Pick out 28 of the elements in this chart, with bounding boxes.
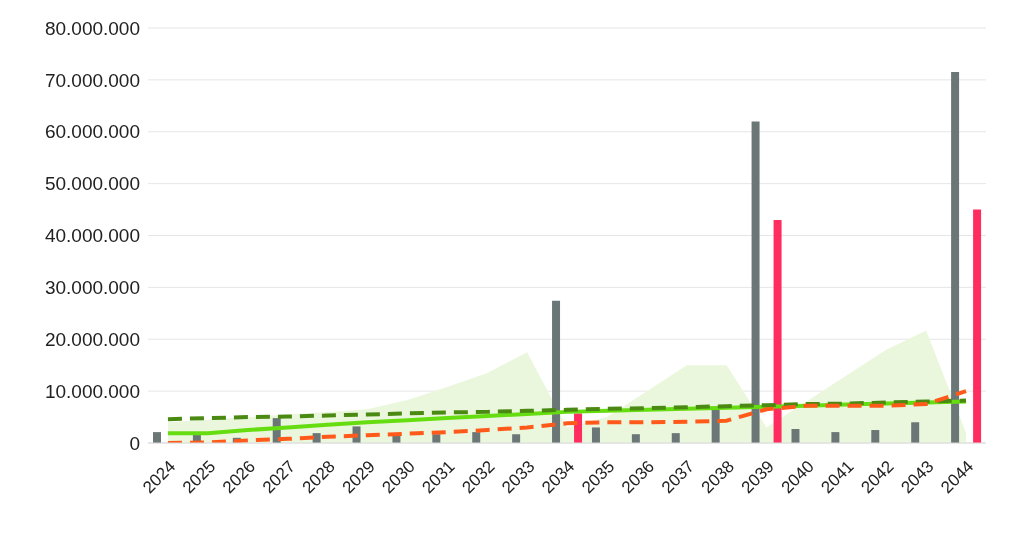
y-tick-label: 40.000.000 xyxy=(44,225,140,247)
y-tick-label: 50.000.000 xyxy=(44,173,140,195)
bar xyxy=(871,430,880,443)
bar xyxy=(153,432,161,443)
bar xyxy=(751,121,760,443)
bar xyxy=(631,434,640,443)
y-tick-label: 80.000.000 xyxy=(44,17,140,39)
bar xyxy=(552,300,561,443)
bar xyxy=(831,432,840,443)
bar xyxy=(791,428,800,443)
bar xyxy=(911,422,920,443)
line-series xyxy=(165,389,969,443)
bar xyxy=(574,413,583,443)
y-tick-label: 0 xyxy=(129,432,140,454)
bar xyxy=(711,409,720,443)
bar xyxy=(472,432,481,443)
y-tick-label: 30.000.000 xyxy=(44,277,140,299)
bar xyxy=(773,219,782,443)
line-series xyxy=(165,398,969,422)
bar xyxy=(591,427,600,443)
bar xyxy=(671,433,680,443)
bar xyxy=(512,434,521,443)
y-tick-label: 10.000.000 xyxy=(44,380,140,402)
y-tick-label: 70.000.000 xyxy=(44,69,140,91)
bar xyxy=(973,209,982,443)
bar xyxy=(951,72,960,443)
y-tick-label: 20.000.000 xyxy=(44,328,140,350)
y-tick-label: 60.000.000 xyxy=(44,121,140,143)
